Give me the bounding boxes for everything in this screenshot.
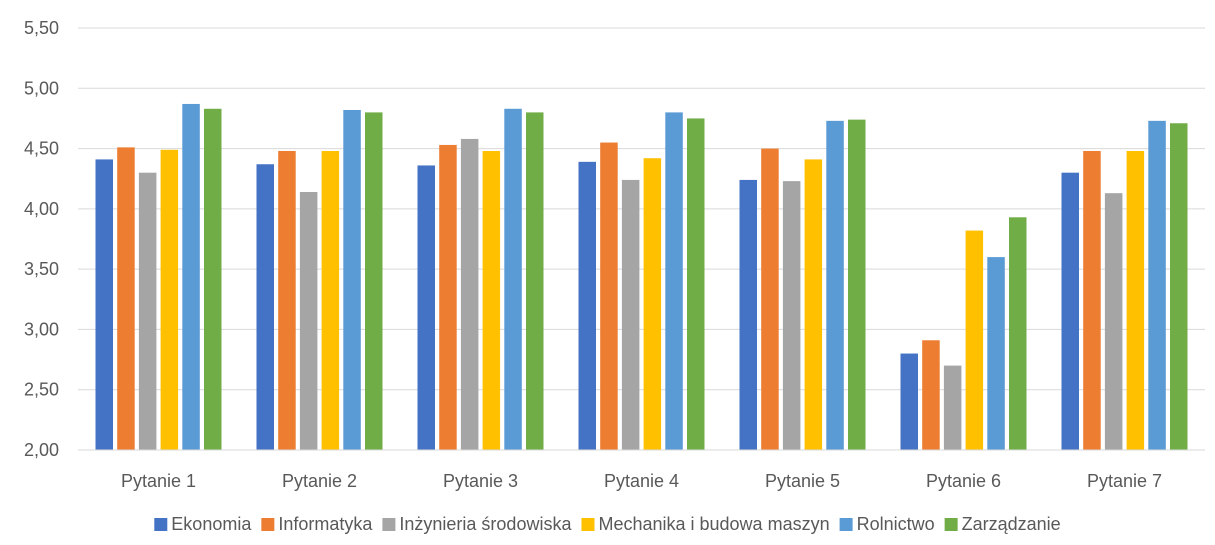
bar [804,159,823,451]
legend-label: Zarządzanie [962,514,1061,534]
bar [782,181,801,450]
bar [1126,150,1145,451]
bar [848,119,866,450]
legend-item: Ekonomia [154,514,252,534]
bar [1083,150,1101,451]
bar [578,161,596,450]
bar [1009,217,1027,450]
legend-label: Inżynieria środowiska [399,514,572,534]
y-axis-tick-labels: 2,00 2,50 3,00 3,50 4,00 4,50 5,00 5,50 [24,18,59,460]
bar [922,340,940,450]
y-tick-label: 3,50 [24,259,59,279]
bar [526,112,544,451]
bar [504,108,522,450]
bar [665,112,683,451]
bar [117,147,135,450]
bar [826,120,844,450]
y-tick-label: 2,00 [24,440,59,460]
legend-swatch [382,518,396,531]
bar [1104,193,1123,450]
bar [687,118,705,451]
bar [761,148,779,450]
bar [621,179,640,451]
legend-swatch [154,518,168,531]
bar [739,179,757,451]
legend-swatch [944,518,958,531]
bar [987,257,1005,450]
legend-item: Informatyka [261,514,373,534]
bar [278,150,296,451]
bar [600,142,618,451]
bar [138,172,157,450]
legend-label: Ekonomia [171,514,252,534]
y-tick-label: 5,00 [24,78,59,98]
y-tick-label: 2,50 [24,380,59,400]
bar [204,108,222,450]
bar [321,150,340,451]
x-axis-category-labels: Pytanie 1 Pytanie 2 Pytanie 3 Pytanie 4 Pyta… [121,471,1162,491]
legend-swatch [839,518,853,531]
legend-label: Mechanika i budowa maszyn [598,514,829,534]
y-tick-label: 3,00 [24,319,59,339]
x-tick-label: Pytanie 3 [443,471,518,491]
bar [256,164,274,450]
bar [1061,172,1079,450]
bar [1148,120,1166,450]
bar [1170,123,1188,450]
bar [439,144,457,450]
bar [900,353,918,450]
bar [943,365,962,450]
bar [343,109,361,451]
legend-item: Mechanika i budowa maszyn [581,514,830,534]
x-tick-label: Pytanie 5 [765,471,840,491]
x-tick-label: Pytanie 7 [1087,471,1162,491]
legend: Ekonomia Informatyka Inżynieria środowiska… [154,514,1061,534]
gridlines [78,27,1205,391]
legend-item: Inżynieria środowiska [382,514,572,534]
bar [965,230,984,450]
legend-label: Rolnictwo [857,514,935,534]
bar [182,103,200,451]
bar [95,159,113,451]
legend-item: Rolnictwo [839,514,935,534]
legend-swatch [581,518,595,531]
x-tick-label: Pytanie 4 [604,471,679,491]
x-tick-label: Pytanie 6 [926,471,1001,491]
x-tick-label: Pytanie 1 [121,471,196,491]
legend-item: Zarządzanie [944,514,1061,534]
bar [482,150,501,451]
bar [643,158,662,450]
bar [160,149,179,450]
y-tick-label: 4,00 [24,199,59,219]
bar [365,112,383,451]
bars [95,103,1188,451]
bar [299,191,318,451]
bar [417,165,435,450]
legend-label: Informatyka [278,514,373,534]
x-tick-label: Pytanie 2 [282,471,357,491]
bar [460,138,479,450]
legend-swatch [261,518,275,531]
y-tick-label: 4,50 [24,139,59,159]
y-tick-label: 5,50 [24,18,59,38]
